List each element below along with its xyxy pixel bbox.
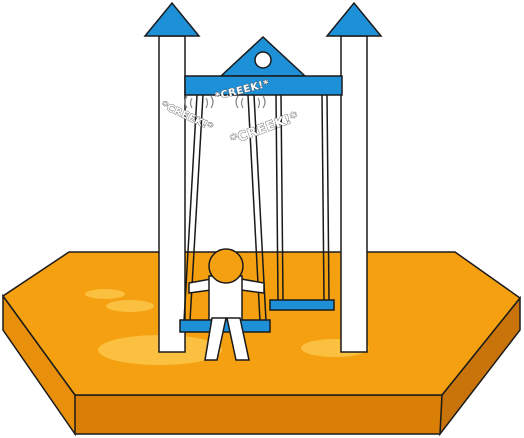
sound-wave: [262, 95, 266, 109]
sound-wave: [189, 97, 193, 109]
sand-highlight: [106, 300, 154, 312]
swing-chain: [326, 94, 330, 301]
swing-chain: [275, 94, 279, 301]
left-post-pole: [158, 35, 186, 353]
right-post: [325, 1, 383, 353]
top-beam: [184, 75, 343, 96]
child-on-swing: [179, 248, 271, 361]
sand-platform: [1, 251, 522, 437]
sound-wave: [257, 97, 261, 109]
child-right-leg: [226, 317, 250, 361]
child-left-leg: [204, 317, 227, 361]
child-head: [208, 248, 244, 284]
swing-chain: [280, 94, 284, 301]
right-post-pole: [340, 35, 368, 353]
left-post: [143, 1, 201, 353]
sound-wave: [235, 95, 239, 109]
swing-seat: [269, 299, 335, 311]
swing-chain: [321, 94, 325, 301]
gable-window: [254, 51, 272, 69]
sand-highlight: [85, 289, 125, 299]
left-post-roof: [143, 1, 201, 37]
swing-chain: [183, 94, 198, 322]
sound-wave: [210, 95, 214, 109]
sound-wave: [240, 97, 244, 109]
creak-sound-lines: [184, 95, 266, 109]
top-frame: [184, 35, 343, 96]
sound-wave: [184, 95, 188, 109]
right-post-roof: [325, 1, 383, 37]
sound-wave: [205, 97, 209, 109]
empty-swing: [269, 94, 335, 311]
creak-text-center: *CREEK!*: [229, 110, 301, 148]
